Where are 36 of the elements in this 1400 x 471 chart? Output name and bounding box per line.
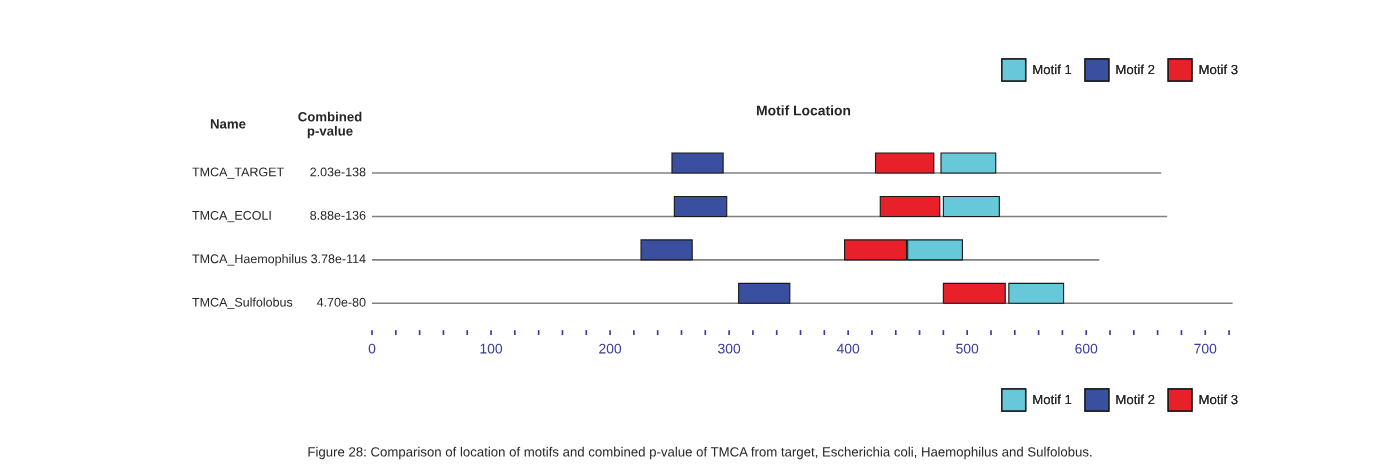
x-tick-label: 200 <box>599 343 622 354</box>
bar <box>640 239 693 261</box>
x-tick-label: 600 <box>1075 343 1098 354</box>
chart-title: Motif Location <box>756 105 851 116</box>
x-tick-label: 300 <box>718 343 741 354</box>
bar <box>738 282 791 304</box>
x-tick-label: 500 <box>956 343 979 354</box>
text: Motif 2 <box>1116 394 1155 405</box>
text: Motif 1 <box>1033 394 1072 405</box>
bar <box>671 152 724 174</box>
y-tick-label: TMCA_Haemophilus <box>192 254 307 266</box>
text: 4.70e-80 <box>316 297 366 307</box>
text: 3.78e-114 <box>311 254 366 264</box>
bar <box>940 152 997 174</box>
x-tick-label: 400 <box>836 343 860 354</box>
text: Name <box>210 119 246 129</box>
bar <box>879 195 941 217</box>
legend-label: Motif 2 <box>1116 64 1155 75</box>
legend-label: Motif 3 <box>1199 64 1238 75</box>
x-tick-label: 0 <box>368 343 376 354</box>
bar <box>942 282 1006 304</box>
bar <box>673 195 728 217</box>
y-tick-label: TMCA_ECOLI <box>192 210 271 223</box>
x-tick-label: 100 <box>480 343 503 354</box>
bar <box>874 152 935 174</box>
text: Motif 3 <box>1199 394 1238 405</box>
x-tick-label: 700 <box>1194 343 1217 354</box>
text: 2.03e-138 <box>310 167 366 177</box>
text: Combined p-value <box>298 111 362 139</box>
y-tick-label: TMCA_TARGET <box>192 167 284 179</box>
caption: Figure 28: Comparison of location of motifs and combined p-value of TMCA from target, Escherichia coli, Haemophilus and Sulfolobus. <box>308 446 1092 460</box>
bar <box>1008 282 1065 304</box>
y-tick-label: TMCA_Sulfolobus <box>192 297 293 310</box>
bar <box>942 195 1000 217</box>
legend-label: Motif 1 <box>1033 64 1072 75</box>
text: 8.88e-136 <box>310 210 366 220</box>
